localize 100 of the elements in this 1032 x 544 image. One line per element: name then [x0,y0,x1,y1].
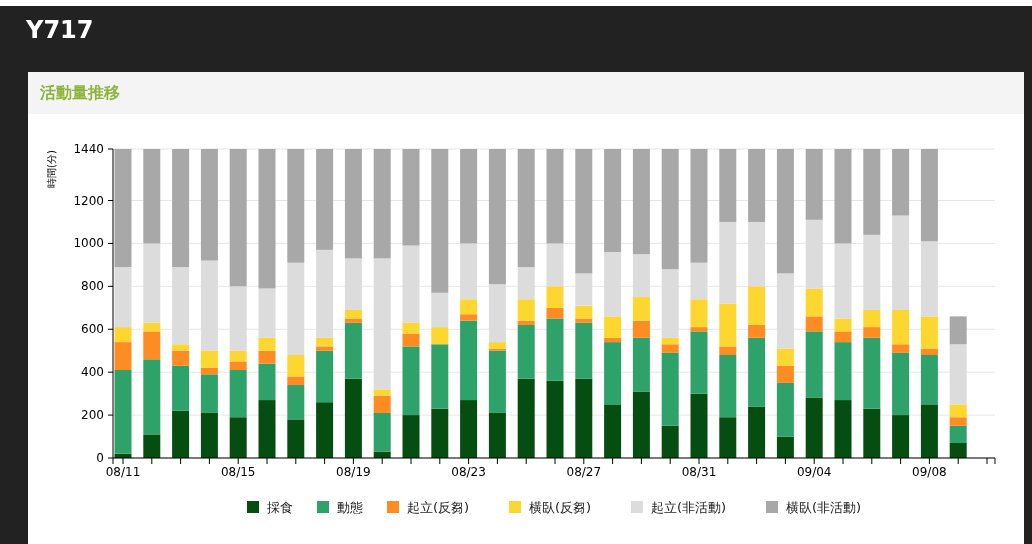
bar [920,316,938,349]
bar [488,412,506,458]
bar [892,352,910,416]
bar [834,149,852,244]
bar [488,350,506,413]
bar [143,434,161,458]
y-tick-label: 200 [81,408,104,423]
bar [258,149,276,289]
bar [661,425,679,458]
bar [200,350,218,368]
bar [517,320,535,325]
bar [287,385,305,420]
bar [344,378,362,458]
bar [920,355,938,405]
legend-label: 横臥(非活動) [786,500,862,515]
bar [632,297,650,321]
bar [488,348,506,351]
bar [949,417,967,426]
legend-label: 起立(反芻) [407,500,470,515]
bar [632,391,650,458]
x-tick-label: 09/04 [796,465,832,479]
bar [373,149,391,259]
bar [431,344,449,409]
bar [316,337,334,347]
bar [632,149,650,255]
bar [517,378,535,458]
bar [287,149,305,263]
y-tick-label: 800 [81,279,104,294]
bar [143,331,161,360]
bar [229,361,247,371]
bar [834,318,852,332]
bar [805,331,823,398]
bar [546,149,564,244]
bar [719,355,737,418]
bar [258,400,276,458]
bar [719,303,737,347]
bar [517,299,535,321]
bar [949,442,967,458]
bar [632,320,650,338]
bar [748,149,766,222]
bar [805,397,823,458]
x-tick-label: 08/27 [566,465,602,479]
bar [575,149,593,274]
bar [604,404,622,458]
bar [719,149,737,222]
bar [172,350,190,366]
bar [143,322,161,332]
y-axis-title: 時間(分) [46,150,57,188]
bar [287,355,305,377]
bar [719,417,737,458]
bar [575,318,593,323]
bar [776,436,794,458]
legend-label: 横臥(反芻) [529,500,592,515]
legend-label: 動態 [337,500,363,515]
chart-subtitle: 活動量推移 [39,83,120,102]
bar [488,342,506,349]
bar [604,149,622,252]
bar [373,412,391,452]
bar [748,324,766,338]
bar [488,149,506,285]
bar [373,389,391,396]
bar [316,350,334,403]
bar [805,316,823,332]
bar [690,393,708,458]
bar [143,359,161,435]
bar [258,337,276,351]
bar [776,348,794,366]
bar [949,425,967,443]
bar [344,318,362,323]
bar [690,149,708,263]
bar [834,342,852,401]
bar [546,307,564,319]
bar [229,149,247,287]
bar [229,370,247,418]
bar [690,299,708,328]
bar [546,318,564,381]
bar [748,337,766,407]
bar [431,327,449,345]
bar [863,408,881,458]
bar [460,149,478,244]
y-tick-label: 0 [96,451,104,465]
bar [172,410,190,458]
bar [172,365,190,411]
bar [373,395,391,413]
bar [920,149,938,242]
bar [200,367,218,375]
bar [575,305,593,319]
bar [748,286,766,325]
x-tick-label: 08/15 [220,465,256,479]
bar [575,378,593,458]
bar [863,337,881,409]
bar [316,346,334,351]
bar [892,415,910,458]
bar [690,327,708,332]
bar [287,376,305,386]
bar [402,149,420,246]
bar [834,331,852,343]
bar [661,344,679,353]
bar [200,374,218,413]
bar [200,412,218,458]
